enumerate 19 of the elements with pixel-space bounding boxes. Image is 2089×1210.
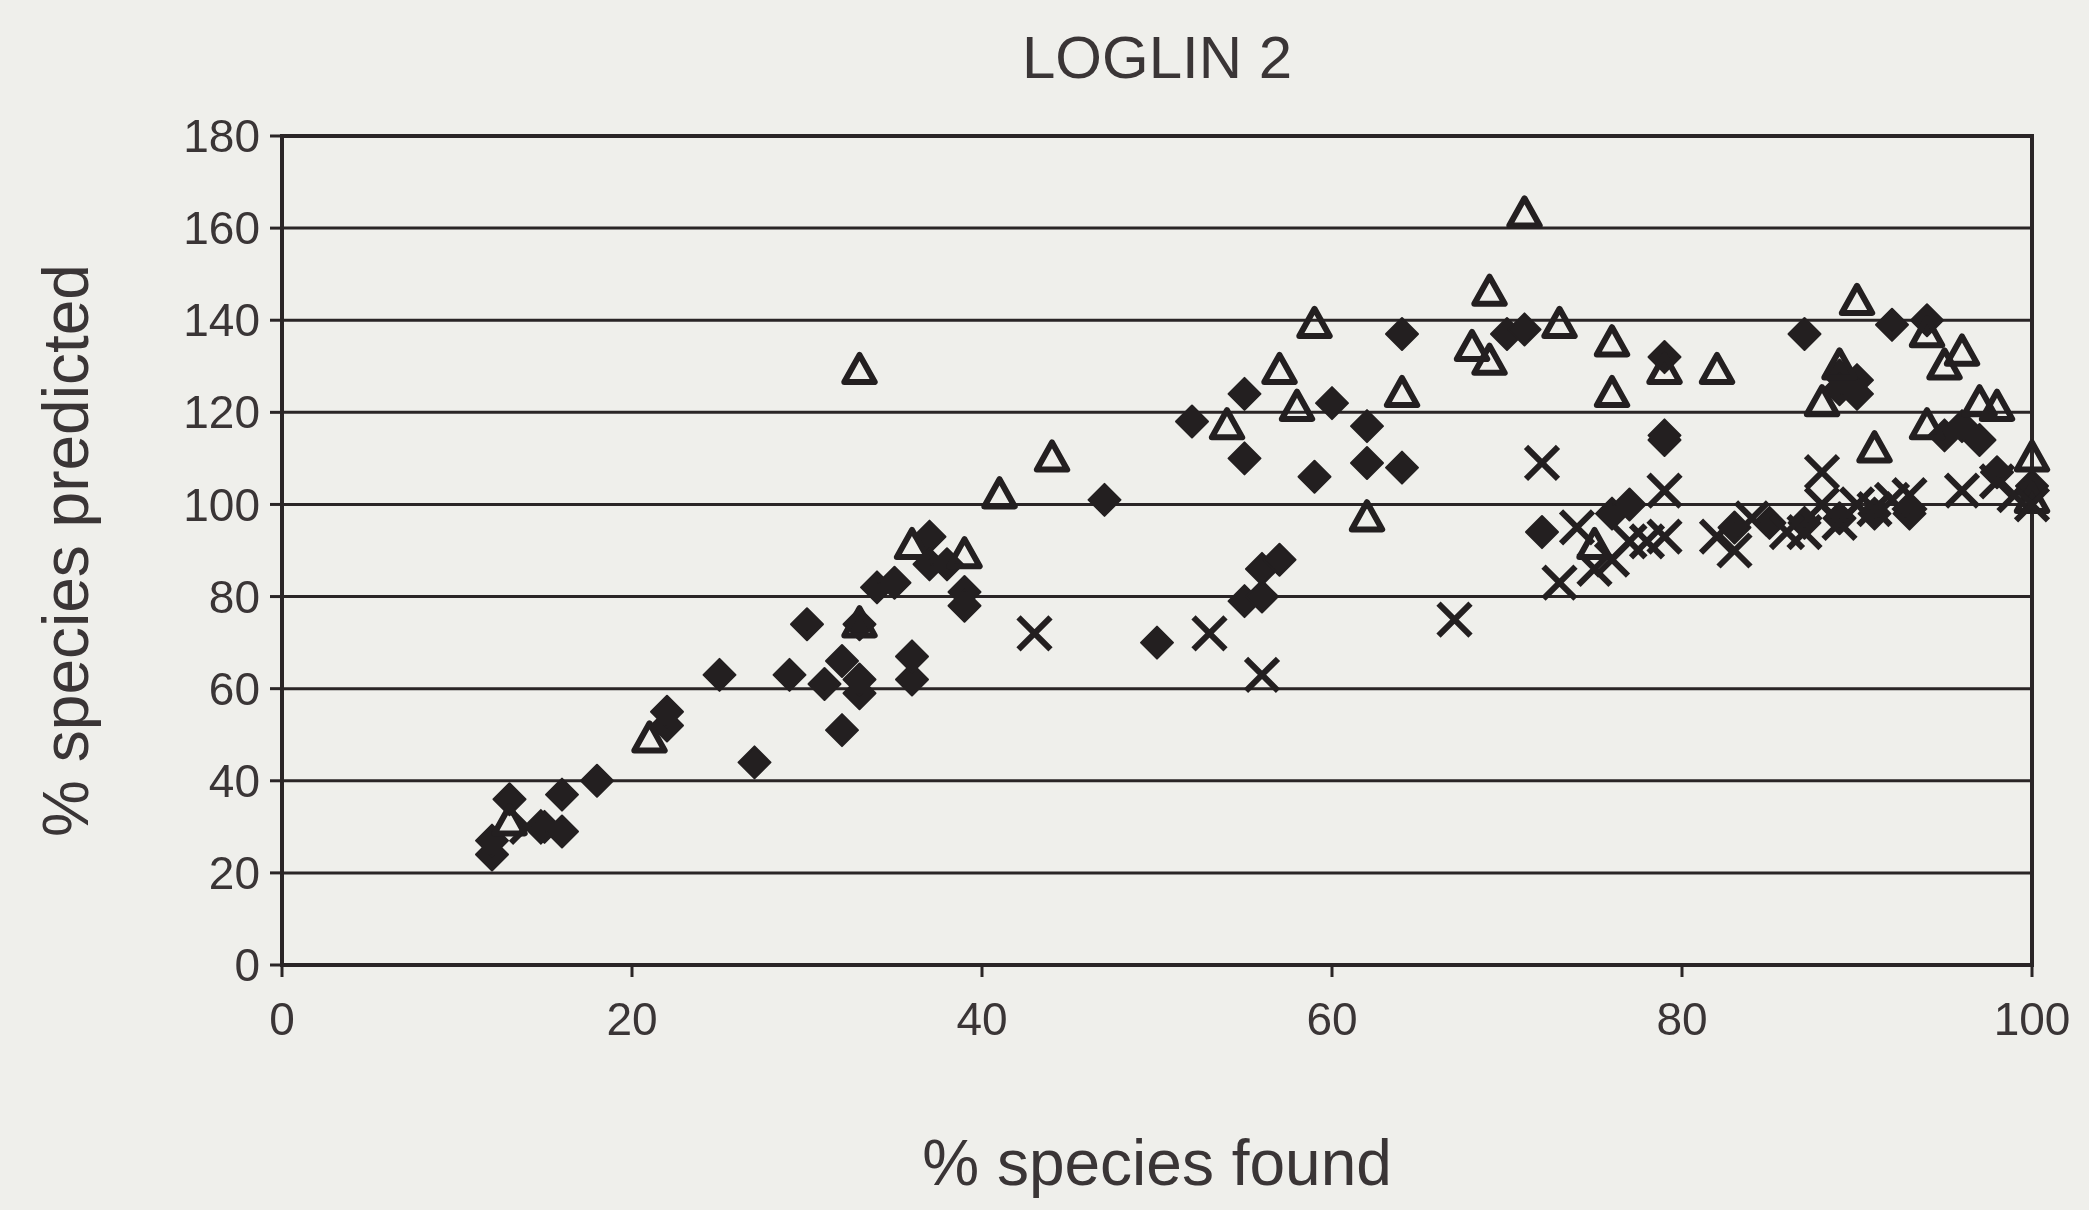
y-tick-label: 160 [183,202,260,255]
x-tick-label: 40 [956,993,1008,1045]
y-tick-label: 0 [234,939,260,992]
y-tick-label: 120 [183,386,260,439]
x-tick-label: 0 [269,993,295,1045]
chart-title: LOGLIN 2 [1021,24,1293,91]
y-tick-label: 60 [208,662,260,715]
x-tick-label: 100 [1993,993,2071,1045]
x-axis-title: % species found [922,1127,1392,1199]
y-tick-label: 20 [208,846,260,899]
y-tick-label: 100 [183,478,260,531]
x-tick-label: 80 [1656,993,1708,1045]
y-axis-title: % species predicted [30,264,102,837]
y-tick-label: 140 [183,294,260,347]
y-tick-label: 180 [183,110,260,163]
y-tick-label: 40 [208,754,260,807]
x-tick-label: 20 [606,993,658,1045]
x-tick-label: 60 [1306,993,1358,1045]
y-tick-label: 80 [208,570,260,623]
